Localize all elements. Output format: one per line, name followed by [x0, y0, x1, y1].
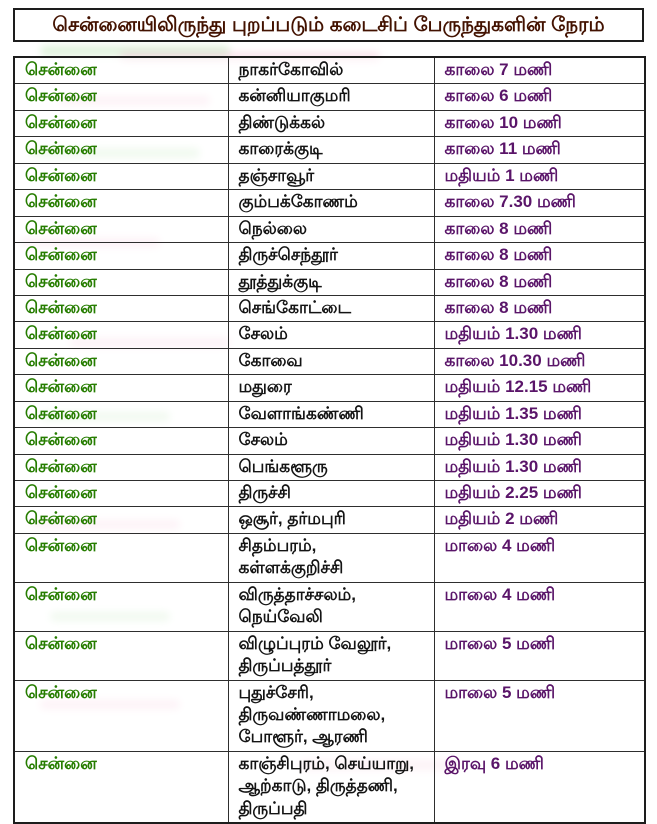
destination-cell: புதுச்சேரி, திருவண்ணாமலை, போளூர், ஆரணி — [227, 679, 435, 752]
table-row: சென்னை திருச்செந்தூர் காலை 8 மணி — [13, 242, 646, 270]
origin-cell: சென்னை — [13, 321, 229, 349]
table-row: சென்னை காரைக்குடி காலை 11 மணி — [13, 136, 646, 164]
origin-cell: சென்னை — [13, 479, 229, 508]
destination-cell: விழுப்புரம் வேலூர், திருப்பத்தூர் — [227, 630, 435, 681]
time-cell: மதியம் 1.30 மணி — [433, 427, 646, 455]
destination-cell: பெங்களூரு — [227, 453, 435, 482]
time-cell: காலை 6 மணி — [433, 83, 646, 111]
origin-cell: சென்னை — [13, 347, 229, 376]
time-cell: காலை 8 மணி — [433, 268, 646, 296]
time-cell: காலை 8 மணி — [433, 215, 646, 244]
origin-cell: சென்னை — [13, 679, 229, 752]
destination-cell: கோவை — [227, 347, 435, 376]
time-cell: மாலை 5 மணி — [433, 679, 646, 752]
destination-cell: நாகர்கோவில் — [227, 56, 435, 85]
origin-cell: சென்னை — [13, 506, 229, 534]
time-cell: காலை 10 மணி — [433, 109, 646, 138]
table-row: சென்னை நாகர்கோவில் காலை 7 மணி — [13, 56, 646, 85]
origin-cell: சென்னை — [13, 581, 229, 632]
table-row: சென்னை கன்னியாகுமரி காலை 6 மணி — [13, 83, 646, 111]
destination-cell: சேலம் — [227, 321, 435, 349]
origin-cell: சென்னை — [13, 532, 229, 583]
table-row: சென்னை ஒசூர், தர்மபுரி மதியம் 2 மணி — [13, 506, 646, 534]
origin-cell: சென்னை — [13, 215, 229, 244]
origin-cell: சென்னை — [13, 242, 229, 270]
time-cell: மதியம் 1.30 மணி — [433, 453, 646, 482]
time-cell: மாலை 5 மணி — [433, 630, 646, 681]
table-row: சென்னை திண்டுக்கல் காலை 10 மணி — [13, 109, 646, 138]
origin-cell: சென்னை — [13, 162, 229, 191]
destination-cell: தூத்துக்குடி — [227, 268, 435, 296]
table-row: சென்னை கும்பக்கோணம் காலை 7.30 மணி — [13, 189, 646, 217]
table-row: சென்னை சேலம் மதியம் 1.30 மணி — [13, 427, 646, 455]
origin-cell: சென்னை — [13, 294, 229, 323]
destination-cell: வேளாங்கண்ணி — [227, 400, 435, 429]
destination-cell: கும்பக்கோணம் — [227, 189, 435, 217]
destination-cell: சேலம் — [227, 427, 435, 455]
time-cell: காலை 10.30 மணி — [433, 347, 646, 376]
time-cell: மதியம் 12.15 மணி — [433, 374, 646, 402]
time-cell: காலை 11 மணி — [433, 136, 646, 164]
destination-cell: காரைக்குடி — [227, 136, 435, 164]
table-row: சென்னை சிதம்பரம், கள்ளக்குறிச்சி மாலை 4 மண… — [13, 532, 646, 583]
timetable-body: சென்னை நாகர்கோவில் காலை 7 மணி சென்னை கன்னியா… — [13, 56, 646, 824]
time-cell: காலை 7.30 மணி — [433, 189, 646, 217]
time-cell: இரவு 6 மணி — [433, 750, 646, 824]
origin-cell: சென்னை — [13, 189, 229, 217]
origin-cell: சென்னை — [13, 109, 229, 138]
origin-cell: சென்னை — [13, 453, 229, 482]
origin-cell: சென்னை — [13, 427, 229, 455]
page-title: சென்னையிலிருந்து புறப்படும் கடைசிப் பேரு… — [52, 14, 605, 36]
table-row: சென்னை சேலம் மதியம் 1.30 மணி — [13, 321, 646, 349]
time-cell: மதியம் 2.25 மணி — [433, 479, 646, 508]
time-cell: காலை 8 மணி — [433, 242, 646, 270]
table-row: சென்னை பெங்களூரு மதியம் 1.30 மணி — [13, 453, 646, 482]
time-cell: காலை 8 மணி — [433, 294, 646, 323]
scan-bleed-artifact — [40, 46, 230, 56]
origin-cell: சென்னை — [13, 750, 229, 824]
origin-cell: சென்னை — [13, 374, 229, 402]
origin-cell: சென்னை — [13, 83, 229, 111]
table-row: சென்னை மதுரை மதியம் 12.15 மணி — [13, 374, 646, 402]
time-cell: மதியம் 1 மணி — [433, 162, 646, 191]
destination-cell: நெல்லை — [227, 215, 435, 244]
title-box: சென்னையிலிருந்து புறப்படும் கடைசிப் பேரு… — [13, 8, 644, 42]
time-cell: மதியம் 2 மணி — [433, 506, 646, 534]
table-row: சென்னை தஞ்சாவூர் மதியம் 1 மணி — [13, 162, 646, 191]
table-row: சென்னை திருச்சி மதியம் 2.25 மணி — [13, 479, 646, 508]
origin-cell: சென்னை — [13, 268, 229, 296]
destination-cell: காஞ்சிபுரம், செய்யாறு, ஆற்காடு, திருத்தண… — [227, 750, 435, 824]
destination-cell: செங்கோட்டை — [227, 294, 435, 323]
destination-cell: திண்டுக்கல் — [227, 109, 435, 138]
table-row: சென்னை செங்கோட்டை காலை 8 மணி — [13, 294, 646, 323]
destination-cell: திருச்சி — [227, 479, 435, 508]
table-row: சென்னை காஞ்சிபுரம், செய்யாறு, ஆற்காடு, தி… — [13, 750, 646, 824]
destination-cell: தஞ்சாவூர் — [227, 162, 435, 191]
table-row: சென்னை நெல்லை காலை 8 மணி — [13, 215, 646, 244]
table-row: சென்னை விருத்தாச்சலம், நெய்வேலி மாலை 4 மணி — [13, 581, 646, 632]
bus-timetable: சென்னை நாகர்கோவில் காலை 7 மணி சென்னை கன்னியா… — [13, 56, 646, 824]
time-cell: மதியம் 1.35 மணி — [433, 400, 646, 429]
destination-cell: கன்னியாகுமரி — [227, 83, 435, 111]
destination-cell: திருச்செந்தூர் — [227, 242, 435, 270]
time-cell: மாலை 4 மணி — [433, 532, 646, 583]
destination-cell: மதுரை — [227, 374, 435, 402]
table-row: சென்னை புதுச்சேரி, திருவண்ணாமலை, போளூர், … — [13, 679, 646, 752]
time-cell: காலை 7 மணி — [433, 56, 646, 85]
destination-cell: ஒசூர், தர்மபுரி — [227, 506, 435, 534]
destination-cell: சிதம்பரம், கள்ளக்குறிச்சி — [227, 532, 435, 583]
origin-cell: சென்னை — [13, 400, 229, 429]
table-row: சென்னை கோவை காலை 10.30 மணி — [13, 347, 646, 376]
origin-cell: சென்னை — [13, 630, 229, 681]
table-row: சென்னை விழுப்புரம் வேலூர், திருப்பத்தூர் ம… — [13, 630, 646, 681]
time-cell: மாலை 4 மணி — [433, 581, 646, 632]
table-row: சென்னை தூத்துக்குடி காலை 8 மணி — [13, 268, 646, 296]
time-cell: மதியம் 1.30 மணி — [433, 321, 646, 349]
origin-cell: சென்னை — [13, 56, 229, 85]
table-row: சென்னை வேளாங்கண்ணி மதியம் 1.35 மணி — [13, 400, 646, 429]
origin-cell: சென்னை — [13, 136, 229, 164]
destination-cell: விருத்தாச்சலம், நெய்வேலி — [227, 581, 435, 632]
